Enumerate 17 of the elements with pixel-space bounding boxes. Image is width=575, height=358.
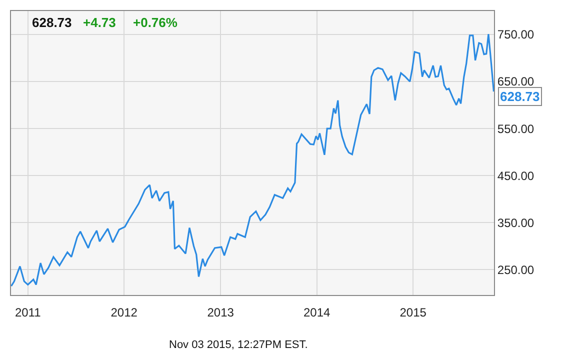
y-tick-label: 650.00 [497,74,534,89]
text: Nov 03 2015, 12:27PM EST. [169,339,308,351]
annotation: 628.73 [32,15,72,30]
y-tick-label: 450.00 [497,168,534,183]
line-series [11,33,494,287]
y-tick-label: 350.00 [497,216,534,230]
y-tick-label: 750.00 [497,28,534,42]
annotation: +4.73 [83,15,116,30]
x-tick-label: 2011 [14,305,42,320]
x-tick-label: 2013 [207,305,234,320]
x-tick-label: 2014 [303,305,330,320]
annotation: +0.76% [133,15,178,30]
y-tick-label: 250.00 [497,262,534,277]
y-tick-label: 550.00 [497,122,534,136]
x-tick-label: 2012 [110,305,138,320]
x-tick-label: 2015 [400,305,427,320]
data-label: 628.73 [500,89,540,104]
